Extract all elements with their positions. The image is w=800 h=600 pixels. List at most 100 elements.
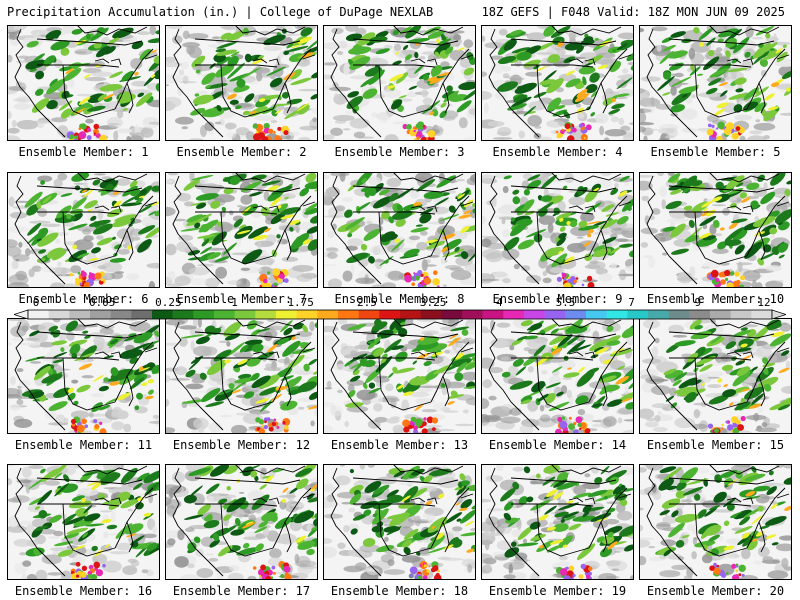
- colorbar-swatch: [69, 310, 91, 319]
- colorbar-swatch: [503, 310, 525, 319]
- ensemble-panel: Ensemble Member: 14: [481, 318, 634, 452]
- ensemble-member-label: Ensemble Member: 15: [646, 438, 785, 452]
- ensemble-panel: Ensemble Member: 19: [481, 464, 634, 598]
- ensemble-member-label: Ensemble Member: 1: [18, 145, 149, 159]
- colorbar-swatch: [627, 310, 649, 319]
- colorbar-swatch: [420, 310, 442, 319]
- colorbar-swatch: [358, 310, 380, 319]
- precip-map: [639, 464, 792, 580]
- colorbar-swatch: [255, 310, 277, 319]
- precip-map: [165, 172, 318, 288]
- colorbar-swatch: [152, 310, 173, 319]
- colorbar-swatches: [14, 309, 786, 320]
- colorbar-tick-label: 0.05: [88, 296, 116, 309]
- precip-map: [7, 172, 160, 288]
- colorbar-swatch: [710, 310, 731, 319]
- ensemble-panel: Ensemble Member: 11: [7, 318, 160, 452]
- colorbar-swatch: [28, 310, 49, 319]
- precip-map: [639, 172, 792, 288]
- precip-map: [7, 25, 160, 141]
- colorbar-swatch: [441, 310, 463, 319]
- ensemble-member-label: Ensemble Member: 8: [334, 292, 465, 306]
- precip-map: [7, 318, 160, 434]
- precip-map: [323, 318, 476, 434]
- precip-map: [481, 25, 634, 141]
- colorbar-swatch: [482, 310, 504, 319]
- precip-map: [481, 464, 634, 580]
- ensemble-member-label: Ensemble Member: 12: [172, 438, 311, 452]
- colorbar-tick-label: 9: [694, 296, 702, 309]
- colorbar-swatch: [172, 310, 194, 319]
- colorbar-left-arrow: [14, 309, 29, 320]
- ensemble-panel: Ensemble Member: 15: [639, 318, 792, 452]
- colorbar-tick-label: 12: [757, 296, 771, 309]
- colorbar-swatch: [131, 310, 153, 319]
- colorbar-tick-label: 0.25: [155, 296, 182, 309]
- colorbar-tick-label: 2.5: [356, 296, 377, 309]
- ensemble-member-label: Ensemble Member: 16: [14, 584, 153, 598]
- ensemble-panel: Ensemble Member: 1: [7, 25, 160, 159]
- precip-map: [165, 464, 318, 580]
- precip-colorbar: 0 0.05 0.25 1 1.75 2.5 3.25 4 5.5 7 9 12: [14, 296, 786, 320]
- ensemble-member-label: Ensemble Member: 13: [330, 438, 469, 452]
- ensemble-member-label: Ensemble Member: 10: [646, 292, 785, 306]
- colorbar-swatch: [214, 310, 235, 319]
- map-title: Precipitation Accumulation (in.) | Colle…: [7, 5, 434, 19]
- precip-map: [165, 25, 318, 141]
- colorbar-tick-label: 1: [231, 296, 238, 309]
- colorbar-swatch: [276, 310, 297, 319]
- colorbar-swatch: [110, 310, 132, 319]
- ensemble-panel: Ensemble Member: 6: [7, 172, 160, 306]
- colorbar-swatch: [234, 310, 256, 319]
- ensemble-member-label: Ensemble Member: 20: [646, 584, 785, 598]
- colorbar-swatch: [48, 310, 70, 319]
- colorbar-swatch: [565, 310, 587, 319]
- ensemble-member-label: Ensemble Member: 17: [172, 584, 311, 598]
- colorbar-swatch: [668, 310, 690, 319]
- ensemble-panel: Ensemble Member: 17: [165, 464, 318, 598]
- colorbar-swatch: [730, 310, 752, 319]
- ensemble-panel: Ensemble Member: 18: [323, 464, 476, 598]
- ensemble-member-label: Ensemble Member: 11: [14, 438, 153, 452]
- colorbar-tick-label: 5.5: [555, 296, 576, 309]
- ensemble-panel: Ensemble Member: 5: [639, 25, 792, 159]
- ensemble-member-label: Ensemble Member: 3: [334, 145, 465, 159]
- precip-map: [7, 464, 160, 580]
- colorbar-swatch: [586, 310, 607, 319]
- ensemble-member-label: Ensemble Member: 19: [488, 584, 627, 598]
- ensemble-member-label: Ensemble Member: 7: [176, 292, 307, 306]
- ensemble-member-label: Ensemble Member: 5: [650, 145, 781, 159]
- colorbar-swatch: [751, 310, 773, 319]
- ensemble-member-label: Ensemble Member: 14: [488, 438, 627, 452]
- colorbar-swatch: [379, 310, 401, 319]
- colorbar-swatch: [90, 310, 111, 319]
- ensemble-member-label: Ensemble Member: 6: [18, 292, 149, 306]
- colorbar-swatch: [544, 310, 566, 319]
- ensemble-panel: Ensemble Member: 9: [481, 172, 634, 306]
- ensemble-panel: Ensemble Member: 4: [481, 25, 634, 159]
- ensemble-member-label: Ensemble Member: 4: [492, 145, 623, 159]
- ensemble-panel: Ensemble Member: 20: [639, 464, 792, 598]
- colorbar-tick-label: 0: [32, 296, 40, 309]
- ensemble-panel: Ensemble Member: 12: [165, 318, 318, 452]
- colorbar-right-arrow: [771, 309, 786, 320]
- colorbar-swatch: [296, 310, 318, 319]
- precip-map: [323, 25, 476, 141]
- ensemble-panel: Ensemble Member: 7: [165, 172, 318, 306]
- colorbar-swatch: [193, 310, 215, 319]
- ensemble-panel: Ensemble Member: 10: [639, 172, 792, 306]
- colorbar-swatch: [338, 310, 359, 319]
- colorbar-tick-label: 1.75: [287, 296, 314, 309]
- precip-map: [481, 318, 634, 434]
- precip-map: [639, 318, 792, 434]
- model-run-info: 18Z GEFS | F048 Valid: 18Z MON JUN 09 20…: [481, 5, 785, 19]
- colorbar-swatch: [317, 310, 339, 319]
- ensemble-panel: Ensemble Member: 8: [323, 172, 476, 306]
- colorbar-swatch: [606, 310, 628, 319]
- colorbar-swatch: [462, 310, 483, 319]
- precip-map: [323, 464, 476, 580]
- ensemble-member-label: Ensemble Member: 18: [330, 584, 469, 598]
- precip-map: [323, 172, 476, 288]
- ensemble-panel: Ensemble Member: 2: [165, 25, 318, 159]
- ensemble-panel: Ensemble Member: 16: [7, 464, 160, 598]
